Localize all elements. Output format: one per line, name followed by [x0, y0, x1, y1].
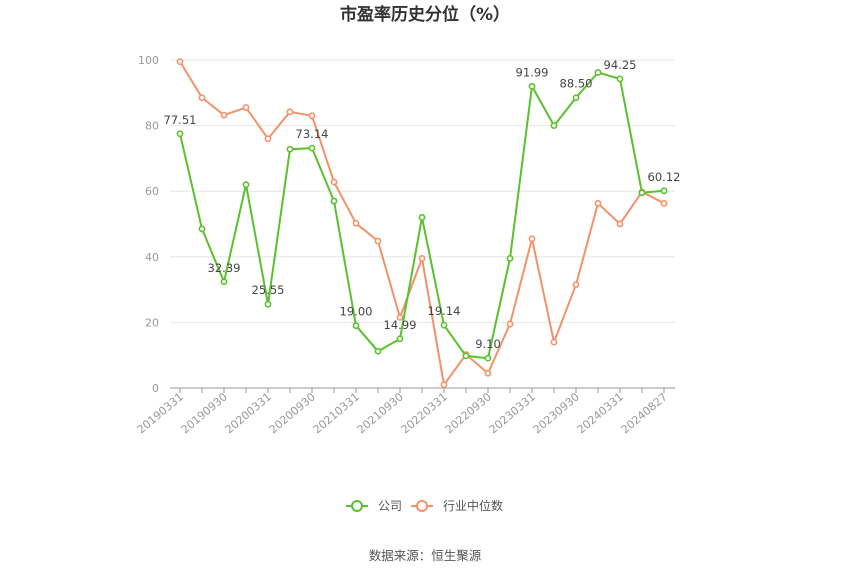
y-axis: 0 20 40 60 80 100 — [138, 54, 159, 395]
industry-median-point[interactable] — [286, 108, 294, 116]
company-point[interactable] — [616, 75, 624, 83]
industry-median-point[interactable] — [374, 237, 382, 245]
industry-median-point[interactable] — [176, 58, 184, 66]
industry-median-point[interactable] — [396, 314, 404, 321]
company-point[interactable] — [176, 130, 184, 138]
industry-median-point[interactable] — [572, 281, 580, 289]
company-point[interactable] — [638, 189, 646, 197]
chart-title: 市盈率历史分位（%） — [340, 4, 510, 25]
data-label: 32.39 — [208, 261, 241, 275]
y-tick-label: 60 — [145, 185, 159, 198]
industry-median-point[interactable] — [352, 219, 360, 227]
industry-median-point[interactable] — [550, 338, 558, 346]
y-tick-label: 100 — [138, 54, 159, 67]
legend-company-label[interactable]: 公司 — [378, 499, 402, 513]
x-tick-label: 20200331 — [223, 390, 274, 436]
industry-median-point[interactable] — [264, 135, 272, 143]
legend-industry-median-label[interactable]: 行业中位数 — [443, 498, 503, 513]
x-tick-label: 20230930 — [531, 390, 582, 436]
data-label: 77.51 — [164, 113, 197, 127]
data-label: 14.99 — [384, 318, 417, 332]
data-label: 91.99 — [516, 65, 549, 79]
industry-median-point[interactable] — [660, 199, 668, 207]
industry-median-point[interactable] — [198, 94, 206, 102]
x-tick-label: 20190930 — [179, 390, 230, 436]
company-point[interactable] — [572, 94, 580, 102]
company-point[interactable] — [330, 197, 338, 205]
company-point[interactable] — [418, 214, 426, 221]
company-point[interactable] — [506, 255, 514, 262]
x-tick-label: 20240827 — [619, 390, 670, 436]
data-label: 19.00 — [340, 305, 373, 319]
industry-median-point[interactable] — [616, 220, 624, 228]
company-point[interactable] — [594, 69, 602, 76]
x-tick-label: 20210930 — [355, 390, 406, 436]
company-point[interactable] — [242, 181, 250, 189]
industry-median-point[interactable] — [484, 369, 492, 377]
company-point[interactable] — [220, 278, 228, 286]
x-tick-label: 20230331 — [487, 390, 538, 436]
company-point[interactable] — [462, 352, 470, 360]
industry-median-point[interactable] — [506, 320, 514, 328]
legend-industry-median-marker — [416, 500, 428, 512]
company-point[interactable] — [396, 335, 404, 343]
company-point[interactable] — [308, 144, 316, 152]
company-point[interactable] — [264, 300, 272, 308]
y-tick-label: 80 — [145, 120, 159, 133]
company-point[interactable] — [440, 321, 448, 329]
industry-median-point[interactable] — [242, 104, 250, 111]
data-label: 88.50 — [560, 77, 593, 91]
y-tick-label: 0 — [152, 382, 159, 395]
x-tick-label: 20220331 — [399, 390, 450, 436]
x-axis: 2019033120190930202003312020093020210331… — [135, 387, 675, 436]
company-point[interactable] — [198, 225, 206, 233]
industry-median-point[interactable] — [330, 178, 338, 186]
industry-median-point[interactable] — [308, 112, 316, 120]
legend[interactable]: 公司 行业中位数 — [346, 498, 503, 513]
company-point[interactable] — [660, 187, 668, 195]
data-label: 73.14 — [296, 127, 329, 141]
data-label: 25.55 — [252, 283, 285, 297]
industry-median-point[interactable] — [418, 255, 426, 262]
data-label: 9.10 — [475, 337, 501, 351]
industry-median-point[interactable] — [528, 235, 536, 243]
data-label: 60.12 — [648, 170, 681, 184]
company-point[interactable] — [286, 145, 294, 153]
x-tick-label: 20240331 — [575, 390, 626, 436]
x-tick-label: 20200930 — [267, 390, 318, 436]
y-tick-label: 40 — [145, 251, 159, 264]
industry-median-point[interactable] — [220, 111, 228, 119]
industry-median-point[interactable] — [594, 199, 602, 207]
series-group — [176, 58, 668, 389]
data-labels: 77.51 32.39 25.55 73.14 19.00 14.99 19.14 9.10 9… — [164, 58, 681, 351]
company-point[interactable] — [484, 354, 492, 362]
company-point[interactable] — [374, 347, 382, 355]
company-point[interactable] — [528, 82, 536, 90]
x-tick-label: 20220930 — [443, 390, 494, 436]
x-tick-label: 20210331 — [311, 390, 362, 436]
company-point[interactable] — [550, 122, 558, 129]
data-label: 94.25 — [604, 58, 637, 72]
x-tick-label: 20190331 — [135, 390, 186, 436]
source-note: 数据来源：恒生聚源 — [369, 548, 482, 563]
data-label: 19.14 — [428, 304, 461, 318]
y-tick-label: 20 — [145, 316, 159, 329]
grid — [170, 59, 675, 323]
company-point[interactable] — [352, 322, 360, 330]
legend-company-marker — [351, 500, 363, 512]
industry-median-point[interactable] — [440, 381, 448, 389]
